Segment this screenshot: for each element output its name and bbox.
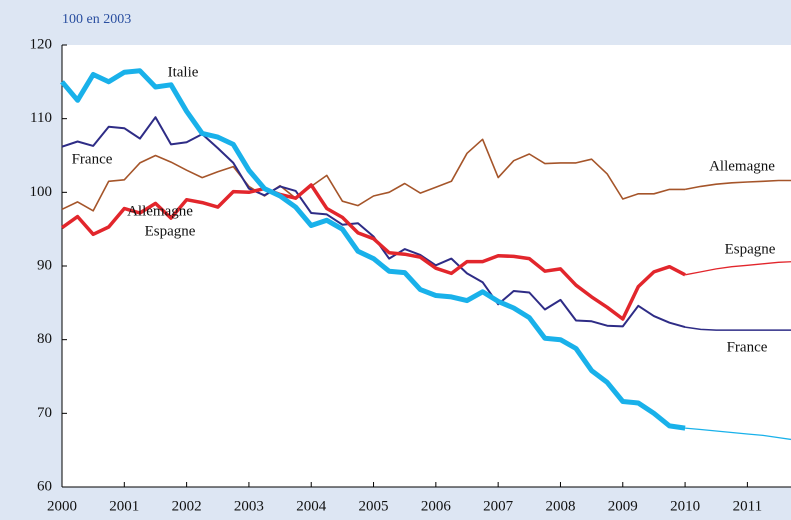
x-tick-label: 2011	[733, 498, 762, 514]
series-label: Allemagne	[127, 203, 193, 219]
y-tick-label: 110	[30, 110, 52, 126]
x-tick-label: 2007	[483, 498, 514, 514]
projection-line	[685, 427, 791, 441]
x-tick-label: 2000	[47, 498, 77, 514]
series-line	[60, 183, 686, 321]
x-tick-label: 2008	[545, 498, 575, 514]
chart-subtitle: 100 en 2003	[62, 12, 131, 27]
x-tick-label: 2002	[172, 498, 202, 514]
series-line	[60, 68, 686, 431]
x-tick-label: 2004	[296, 498, 327, 514]
x-tick-label: 2003	[234, 498, 264, 514]
series-line	[61, 116, 686, 329]
projection-line	[684, 179, 791, 191]
series-line	[61, 138, 686, 212]
series-label: France	[72, 151, 113, 167]
y-tick-label: 120	[30, 36, 53, 52]
y-tick-label: 60	[37, 478, 52, 494]
x-tick-label: 2006	[421, 498, 452, 514]
y-tick-label: 90	[37, 257, 52, 273]
series-label: Espagne	[725, 241, 776, 257]
projection-line	[684, 326, 791, 331]
x-tick-label: 2005	[359, 498, 389, 514]
series-label: Italie	[168, 64, 199, 80]
series-label: France	[727, 339, 768, 355]
x-tick-label: 2010	[670, 498, 700, 514]
x-tick-label: 2001	[109, 498, 139, 514]
projection-line	[684, 261, 791, 276]
x-tick-label: 2009	[608, 498, 638, 514]
y-tick-label: 70	[37, 405, 52, 421]
series-label: Allemagne	[709, 158, 775, 174]
plot-area	[62, 45, 791, 487]
y-tick-label: 100	[30, 184, 53, 200]
y-tick-label: 80	[37, 331, 52, 347]
series-label: Espagne	[145, 223, 196, 239]
